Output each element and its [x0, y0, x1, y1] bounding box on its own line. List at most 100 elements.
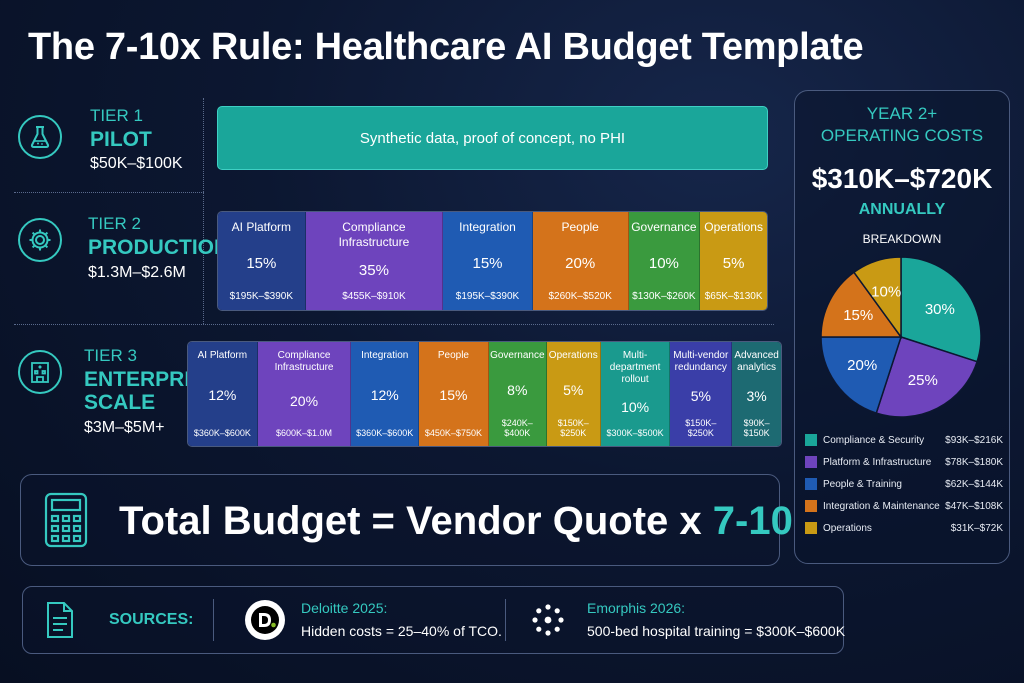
legend-item-people-training: People & Training $62K–$144K: [805, 473, 1003, 495]
tier2-price: $1.3M–$2.6M: [88, 264, 186, 281]
sources-box: SOURCES: Deloitte 2025: Hidden costs = 2…: [22, 586, 846, 654]
source-1-title: Deloitte 2025:: [301, 600, 388, 616]
tier2-cell-range: $260K–$520K: [548, 291, 612, 302]
tier2-cell-governance: Governance 10% $130K–$260K: [628, 212, 701, 310]
legend-label: Operations: [823, 522, 872, 534]
tier3-cell-governance: Governance 8% $240K–$400K: [488, 342, 547, 446]
tier3-breakdown-bar: AI Platform 12% $360K–$600K Compliance Infr…: [187, 341, 782, 447]
operating-title-line2: OPERATING COSTS: [820, 126, 984, 145]
building-icon: [18, 350, 62, 394]
legend-value: $47K–$108K: [945, 500, 1003, 512]
tier2-cell-percent: 15%: [246, 254, 277, 272]
tier3-cell-percent: 20%: [290, 393, 319, 409]
legend-label: Compliance & Security: [823, 434, 925, 446]
source-2-title: Emorphis 2026:: [587, 600, 686, 616]
tier2-cell-percent: 5%: [722, 254, 745, 272]
tier2-cell-range: $130K–$260K: [632, 291, 696, 302]
tier3-cell-name: Integration: [361, 350, 409, 361]
legend-value: $62K–$144K: [945, 478, 1003, 490]
tier2-cell-percent: 10%: [648, 254, 679, 272]
total-budget-box: Total Budget = Vendor Quote x 7-10: [20, 474, 793, 566]
tier2-cell-range: $195K–$390K: [455, 291, 520, 302]
legend-label: Platform & Infrastructure: [823, 456, 932, 468]
legend-item-integration-maintenance: Integration & Maintenance $47K–$108K: [805, 495, 1003, 517]
tier-divider: [14, 324, 774, 325]
total-budget-text: Total Budget = Vendor Quote x: [119, 499, 713, 543]
tier3-cell-operations: Operations 5% $150K–$250K: [546, 342, 601, 446]
tier3-cell-name: People: [437, 350, 469, 361]
legend-label: Integration & Maintenance: [823, 500, 940, 512]
pie-slice-label: 15%: [843, 307, 873, 324]
tier2-cell-range: $65K–$130K: [704, 291, 763, 302]
tier3-cell-multi-vendor-redundancy: Multi-vendor redundancy 5% $150K–$250K: [670, 342, 733, 446]
tier3-cell-percent: 12%: [370, 387, 399, 403]
tier3-cell-people: People 15% $450K–$750K: [419, 342, 489, 446]
multiplier-text: 7-10: [712, 499, 793, 543]
tier2-cell-range: $195K–$390K: [229, 291, 294, 302]
operating-costs-pie-chart: 30% 25% 20% 15% 10%: [820, 256, 982, 418]
tier1-description-bar: Synthetic data, proof of concept, no PHI: [217, 106, 768, 170]
tier3-cell-percent: 15%: [439, 387, 468, 403]
pie-legend: Compliance & Security $93K–$216K Platform …: [805, 429, 1003, 539]
tier1-name: PILOT: [90, 128, 152, 151]
document-icon: [45, 601, 75, 644]
tier2-label: TIER 2: [88, 214, 141, 233]
tier2-cell-ai-platform: AI Platform 15% $195K–$390K: [218, 212, 306, 310]
legend-value: $93K–$216K: [945, 434, 1003, 446]
tier2-cell-name: Operations: [704, 220, 763, 234]
tier3-cell-range: $360K–$600K: [356, 428, 414, 438]
tier2-name: PRODUCTION: [88, 236, 230, 259]
operating-title-line1: YEAR 2+: [866, 104, 938, 123]
tier2-cell-name: AI Platform: [231, 220, 292, 234]
sources-label: SOURCES:: [109, 611, 194, 628]
tier2-cell-name: People: [561, 220, 599, 234]
pie-slice-label: 20%: [847, 357, 877, 374]
tier3-price: $3M–$5M+: [84, 419, 165, 436]
operating-amount: $310K–$720K: [811, 163, 993, 194]
tier3-cell-range: $150K–$250K: [685, 418, 717, 438]
tier3-cell-ai-platform: AI Platform 12% $360K–$600K: [188, 342, 258, 446]
sources-divider: [213, 599, 214, 641]
tier3-cell-name: AI Platform: [197, 350, 248, 361]
tier3-cell-percent: 5%: [690, 388, 711, 404]
tier3-cell-advanced-analytics: Advanced analytics 3% $90K–$150K: [732, 342, 781, 446]
tier3-cell-percent: 10%: [621, 399, 650, 415]
tier3-name-line1: ENTERPRISE: [84, 368, 219, 391]
tier1-description: Synthetic data, proof of concept, no PHI: [359, 129, 626, 147]
tier3-name-line2: SCALE: [84, 391, 156, 414]
tier3-cell-name: Advanced analytics: [734, 350, 779, 373]
legend-swatch: [805, 478, 817, 490]
tier2-breakdown-bar: AI Platform 15% $195K–$390K Compliance Infr…: [217, 211, 768, 311]
tier3-cell-name: Governance: [490, 350, 545, 361]
pie-slice-integration-maintenance: [820, 271, 903, 338]
legend-item-platform-infrastructure: Platform & Infrastructure $78K–$180K: [805, 451, 1003, 473]
source-2-text: 500-bed hospital training = $300K–$600K: [587, 623, 846, 639]
tier3-cell-name: Operations: [548, 350, 598, 361]
operating-costs-panel: YEAR 2+ OPERATING COSTS $310K–$720K ANNU…: [794, 90, 1010, 564]
tier3-label: TIER 3: [84, 346, 137, 365]
tier3-cell-name: Multi-vendor redundancy: [673, 350, 729, 373]
tier2-cell-compliance-infrastructure: Compliance Infrastructure 35% $455K–$910K: [305, 212, 444, 310]
tier3-cell-multi-department-rollout: Multi-department rollout 10% $300K–$500K: [600, 342, 671, 446]
tier2-cell-name: Governance: [631, 220, 697, 234]
deloitte-logo: [245, 600, 285, 640]
tier3-cell-range: $240K–$400K: [501, 418, 533, 438]
tier3-cell-compliance-infrastructure: Compliance Infrastructure 20% $600K–$1.0M: [257, 342, 352, 446]
gear-icon: [18, 218, 62, 262]
tier3-cell-range: $300K–$500K: [606, 428, 664, 438]
tier3-cell-percent: 5%: [563, 382, 584, 398]
tier3-cell-percent: 3%: [746, 388, 767, 404]
tier3-cell-range: $150K–$250K: [557, 418, 589, 438]
pie-slice-label: 30%: [925, 301, 955, 318]
tier3-cell-range: $600K–$1.0M: [276, 428, 333, 438]
tier2-cell-percent: 35%: [358, 262, 389, 279]
tier2-cell-percent: 15%: [472, 254, 503, 272]
legend-value: $31K–$72K: [950, 522, 1003, 534]
pie-slice-label: 10%: [871, 283, 901, 300]
legend-item-operations: Operations $31K–$72K: [805, 517, 1003, 539]
tier2-cell-name: Integration: [459, 220, 516, 234]
tier3-cell-range: $360K–$600K: [193, 428, 251, 438]
legend-item-compliance-security: Compliance & Security $93K–$216K: [805, 429, 1003, 451]
tier2-cell-operations: Operations 5% $65K–$130K: [700, 212, 767, 310]
tier2-cell-percent: 20%: [565, 254, 596, 272]
